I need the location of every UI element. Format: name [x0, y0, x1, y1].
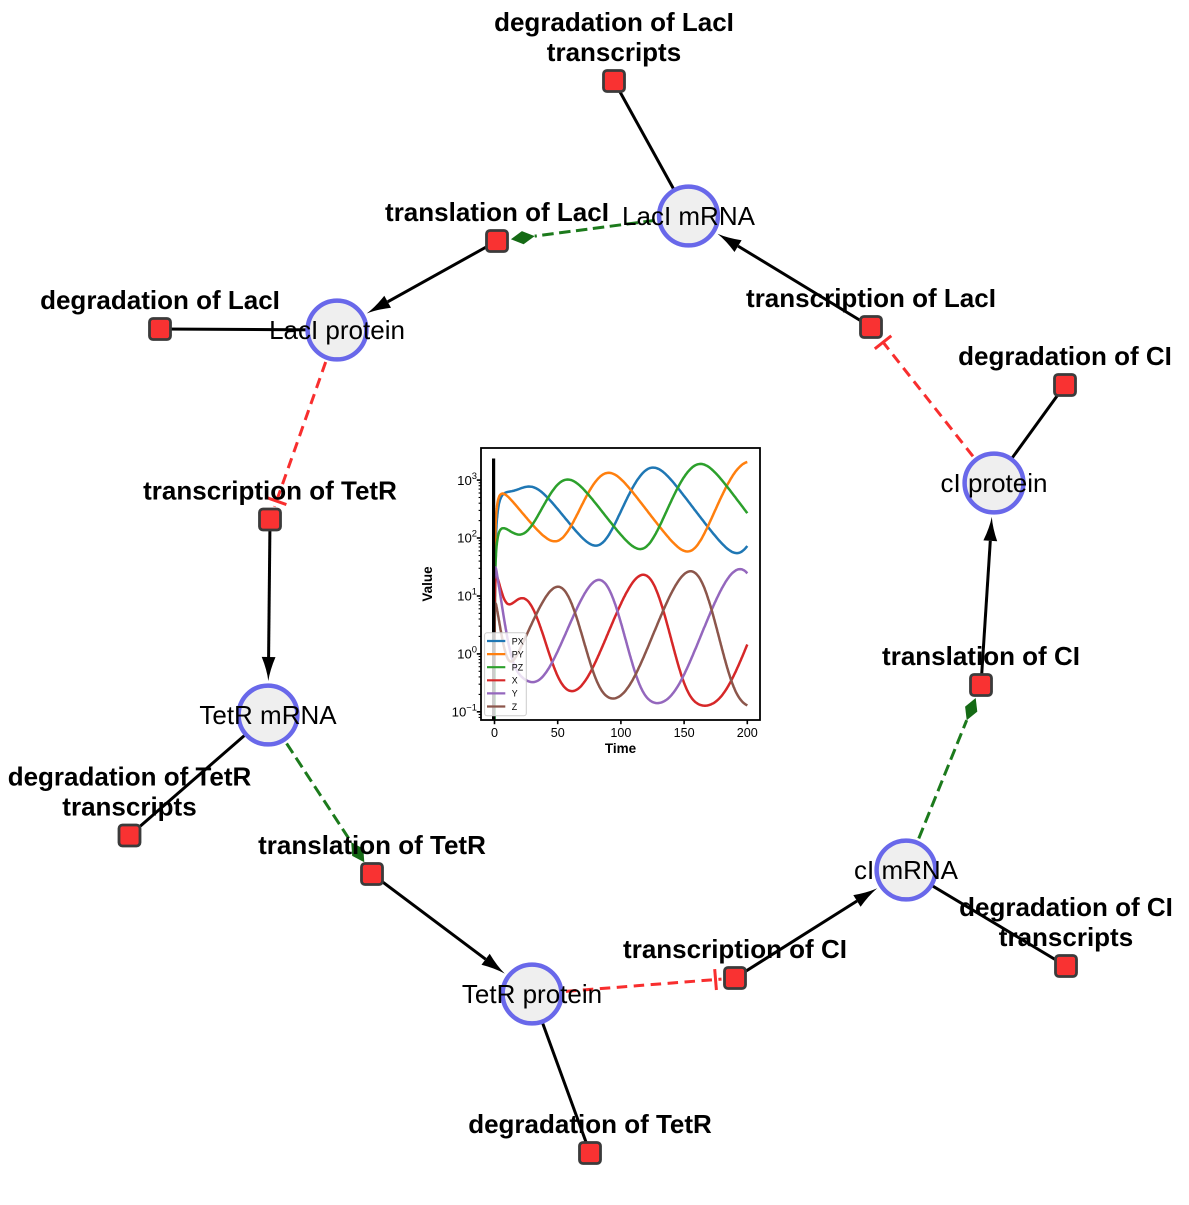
svg-text:100: 100 [610, 726, 631, 740]
svg-text:Time: Time [605, 741, 637, 756]
svg-text:cI protein: cI protein [941, 468, 1048, 498]
svg-text:0: 0 [491, 726, 498, 740]
svg-text:PY: PY [512, 649, 524, 659]
svg-text:50: 50 [551, 726, 565, 740]
svg-text:Z: Z [512, 702, 518, 712]
svg-text:transcripts: transcripts [547, 37, 681, 67]
svg-text:degradation of CI: degradation of CI [958, 341, 1172, 371]
svg-text:degradation of TetR: degradation of TetR [468, 1109, 712, 1139]
svg-text:10−1: 10−1 [452, 702, 477, 720]
svg-text:LacI mRNA: LacI mRNA [622, 201, 756, 231]
svg-text:translation of TetR: translation of TetR [258, 830, 486, 860]
svg-text:PX: PX [512, 636, 524, 646]
svg-text:degradation of CI: degradation of CI [959, 892, 1173, 922]
svg-text:LacI protein: LacI protein [269, 315, 405, 345]
svg-text:200: 200 [737, 726, 758, 740]
svg-text:X: X [512, 676, 518, 686]
svg-text:degradation of TetR: degradation of TetR [8, 762, 252, 792]
svg-text:Value: Value [420, 566, 435, 602]
svg-text:degradation of LacI: degradation of LacI [494, 7, 734, 37]
svg-text:transcription of TetR: transcription of TetR [143, 476, 397, 506]
svg-text:PZ: PZ [512, 663, 524, 673]
svg-text:translation of CI: translation of CI [882, 641, 1080, 671]
svg-text:cI mRNA: cI mRNA [854, 855, 959, 885]
svg-text:degradation of LacI: degradation of LacI [40, 285, 280, 315]
svg-text:transcripts: transcripts [62, 792, 196, 822]
svg-text:Y: Y [512, 689, 518, 699]
svg-text:TetR protein: TetR protein [462, 979, 602, 1009]
svg-text:102: 102 [457, 528, 477, 546]
svg-text:transcripts: transcripts [999, 922, 1133, 952]
svg-text:101: 101 [457, 586, 477, 604]
svg-text:150: 150 [674, 726, 695, 740]
svg-text:translation of LacI: translation of LacI [385, 197, 609, 227]
svg-text:100: 100 [457, 644, 477, 662]
svg-text:103: 103 [457, 470, 477, 488]
svg-text:transcription of LacI: transcription of LacI [746, 283, 996, 313]
svg-text:transcription of CI: transcription of CI [623, 934, 847, 964]
svg-text:TetR mRNA: TetR mRNA [199, 700, 337, 730]
